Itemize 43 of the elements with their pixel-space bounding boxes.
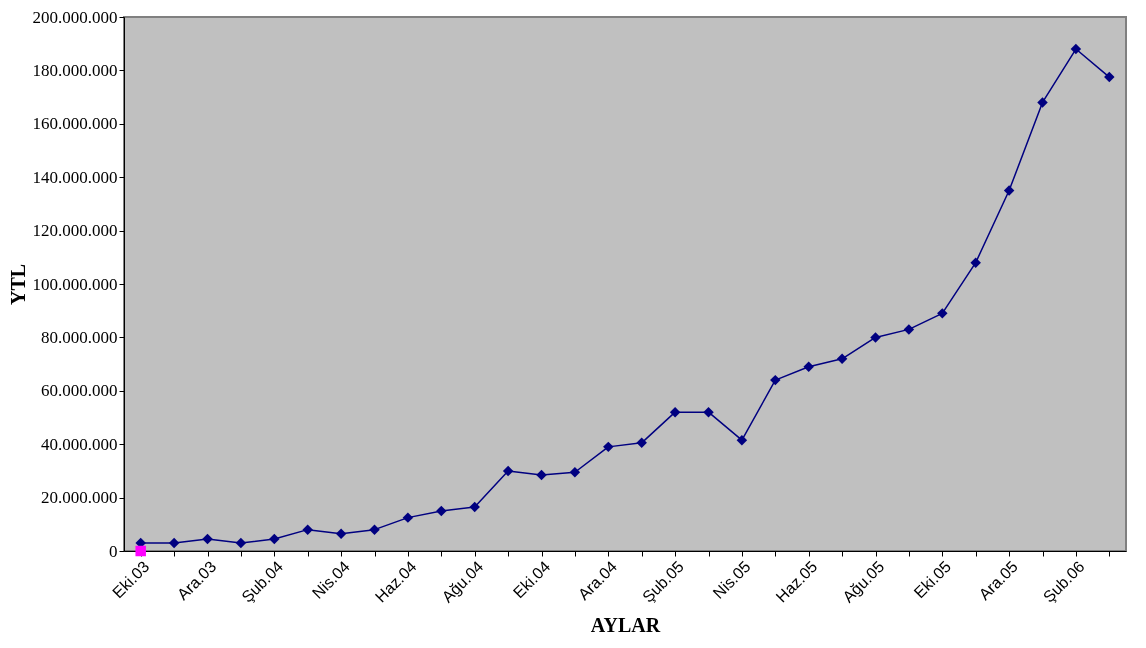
y-tick-label: 200.000.000 <box>32 7 118 27</box>
point <box>369 524 380 535</box>
y-tick-label: 160.000.000 <box>32 114 118 134</box>
y-tick-label: 0 <box>109 541 118 561</box>
point <box>302 524 313 535</box>
point <box>736 434 748 446</box>
point <box>569 466 581 478</box>
point <box>669 406 681 418</box>
point <box>202 533 213 545</box>
point <box>469 501 480 513</box>
point <box>703 406 714 418</box>
point <box>970 257 981 268</box>
point <box>903 324 915 335</box>
y-tick-label: 180.000.000 <box>32 60 118 80</box>
point <box>1003 185 1015 196</box>
point <box>168 537 180 549</box>
y-tick-label: 120.000.000 <box>32 221 118 241</box>
point <box>1104 71 1115 83</box>
point <box>870 332 881 343</box>
point <box>502 465 514 477</box>
point <box>135 545 146 557</box>
y-tick-label: 60.000.000 <box>41 381 118 401</box>
point <box>603 441 614 453</box>
point <box>436 505 447 517</box>
y-tick-label: 100.000.000 <box>32 274 118 294</box>
y-tick-label: 20.000.000 <box>41 488 118 508</box>
y-axis-title: YTL <box>6 263 29 306</box>
point <box>402 512 414 523</box>
point <box>536 469 547 481</box>
point <box>1070 43 1082 55</box>
point <box>1037 97 1048 108</box>
x-axis-title: AYLAR <box>590 613 661 636</box>
point <box>235 537 247 549</box>
point <box>770 374 781 386</box>
point <box>803 361 814 373</box>
y-tick-label: 40.000.000 <box>41 434 118 454</box>
point <box>269 533 280 545</box>
point <box>937 308 948 319</box>
y-tick-label: 80.000.000 <box>41 327 118 347</box>
point <box>836 353 848 364</box>
point <box>636 437 647 449</box>
point <box>335 528 347 539</box>
y-tick-label: 140.000.000 <box>32 167 118 187</box>
